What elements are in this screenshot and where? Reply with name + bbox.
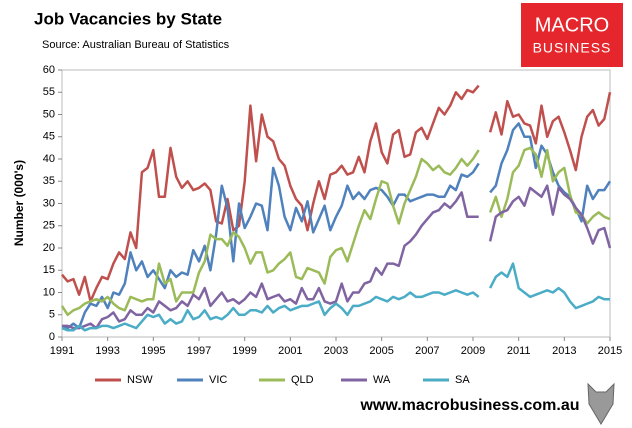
logo-box [521, 3, 623, 67]
y-axis-label: Number (000's) [12, 160, 26, 246]
y-tick-label: 45 [43, 131, 55, 143]
logo-line2: BUSINESS [533, 40, 612, 56]
series-line [488, 146, 611, 225]
y-tick-label: 5 [49, 309, 55, 321]
y-tick-label: 10 [43, 286, 55, 298]
x-tick-label: 1995 [141, 345, 165, 357]
y-tick-label: 30 [43, 197, 55, 209]
legend-label: WA [373, 374, 391, 386]
series-line [61, 162, 480, 330]
series-line [488, 92, 612, 172]
series-line [488, 262, 610, 310]
x-tick-label: 1999 [232, 345, 256, 357]
chart-title: Job Vacancies by State [34, 9, 222, 28]
y-tick-label: 35 [43, 175, 55, 187]
x-tick-label: 2015 [598, 345, 622, 357]
x-tick-label: 2009 [461, 345, 485, 357]
legend-label: NSW [127, 374, 153, 386]
brand-url: www.macrobusiness.com.au [359, 397, 579, 414]
x-tick-label: 2011 [507, 345, 531, 357]
series-line [60, 149, 480, 317]
plot-frame [61, 69, 611, 338]
logo-line1: MACRO [535, 14, 609, 36]
x-tick-label: 1997 [187, 345, 211, 357]
y-tick-label: 25 [43, 220, 55, 232]
series-line [61, 289, 480, 332]
wolf-shape [587, 382, 615, 425]
y-tick-label: 40 [43, 153, 55, 165]
x-tick-label: 2003 [324, 345, 348, 357]
wolf-icon [587, 382, 615, 425]
series-line [61, 84, 480, 303]
x-tick-label: 2013 [552, 345, 576, 357]
legend-label: SA [455, 374, 470, 386]
y-tick-label: 20 [43, 242, 55, 254]
y-tick-label: 50 [43, 108, 55, 120]
chart-subtitle: Source: Australian Bureau of Statistics [42, 39, 230, 51]
x-tick-label: 1991 [50, 345, 74, 357]
legend-label: VIC [209, 374, 227, 386]
y-tick-label: 15 [43, 264, 55, 276]
series-line [488, 184, 612, 249]
x-tick-label: 2007 [415, 345, 439, 357]
x-tick-label: 2001 [278, 345, 302, 357]
y-tick-label: 60 [43, 64, 55, 76]
series-line [62, 191, 479, 330]
x-tick-label: 2005 [369, 345, 393, 357]
x-tick-label: 1993 [95, 345, 119, 357]
legend-label: QLD [291, 374, 314, 386]
y-tick-label: 55 [43, 86, 55, 98]
y-tick-label: 0 [49, 331, 55, 343]
